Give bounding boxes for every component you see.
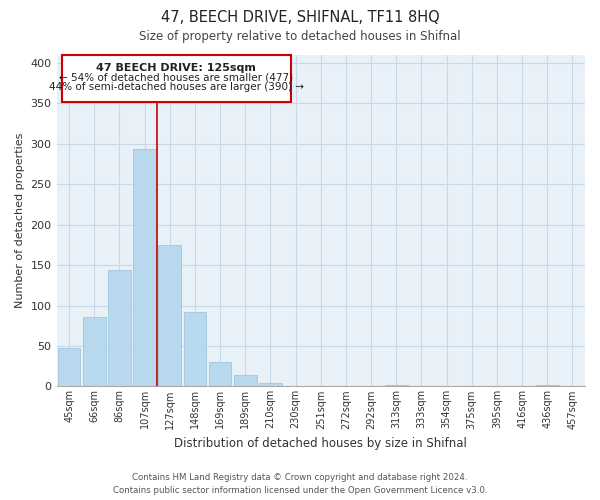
Text: 47, BEECH DRIVE, SHIFNAL, TF11 8HQ: 47, BEECH DRIVE, SHIFNAL, TF11 8HQ (161, 10, 439, 25)
FancyBboxPatch shape (62, 55, 290, 102)
Bar (184, 312, 206, 386)
Bar (158, 245, 181, 386)
Bar (234, 375, 257, 386)
Text: Size of property relative to detached houses in Shifnal: Size of property relative to detached ho… (139, 30, 461, 43)
Y-axis label: Number of detached properties: Number of detached properties (15, 133, 25, 308)
Text: ← 54% of detached houses are smaller (477): ← 54% of detached houses are smaller (47… (59, 73, 293, 83)
Bar (58, 348, 80, 387)
Bar (536, 385, 559, 386)
Bar (83, 317, 106, 386)
Bar (259, 383, 282, 386)
Bar (133, 149, 156, 386)
Bar (209, 362, 232, 386)
Text: Contains HM Land Registry data © Crown copyright and database right 2024.
Contai: Contains HM Land Registry data © Crown c… (113, 473, 487, 495)
X-axis label: Distribution of detached houses by size in Shifnal: Distribution of detached houses by size … (175, 437, 467, 450)
Bar (108, 270, 131, 386)
Text: 44% of semi-detached houses are larger (390) →: 44% of semi-detached houses are larger (… (49, 82, 304, 92)
Bar (385, 385, 407, 386)
Text: 47 BEECH DRIVE: 125sqm: 47 BEECH DRIVE: 125sqm (96, 63, 256, 73)
